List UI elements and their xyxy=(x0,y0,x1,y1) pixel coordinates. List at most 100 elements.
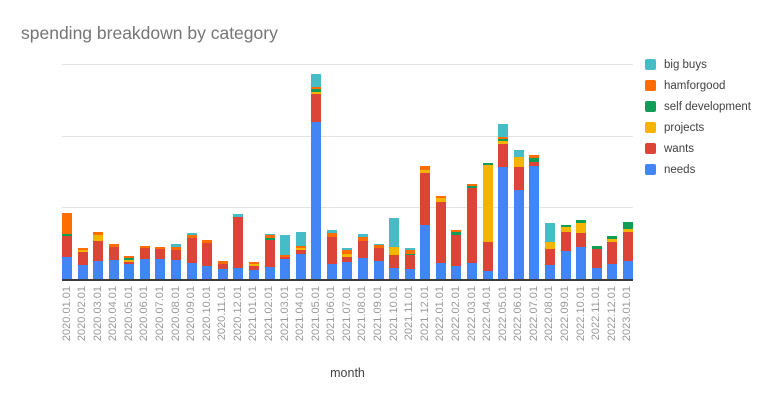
bar-segment-wants-2020.02.01[interactable] xyxy=(77,252,88,265)
bar-segment-self-development-2022.02.01[interactable] xyxy=(451,232,462,235)
bar-segment-wants-2020.11.01[interactable] xyxy=(217,264,228,269)
bar-segment-projects-2022.08.01[interactable] xyxy=(544,242,555,250)
bar-2021.04.01[interactable] xyxy=(295,232,306,280)
bar-segment-wants-2021.04.01[interactable] xyxy=(295,250,306,255)
bar-segment-needs-2021.02.01[interactable] xyxy=(264,266,275,280)
bar-2021.03.01[interactable] xyxy=(280,235,291,280)
bar-segment-hamforgood-2021.06.01[interactable] xyxy=(326,233,337,237)
bar-segment-hamforgood-2022.01.01[interactable] xyxy=(435,195,446,198)
bar-segment-projects-2022.12.01[interactable] xyxy=(607,239,618,243)
bar-segment-projects-2023.01.01[interactable] xyxy=(622,229,633,232)
bar-segment-wants-2020.07.01[interactable] xyxy=(155,249,166,260)
bar-2020.08.01[interactable] xyxy=(171,244,182,280)
bar-segment-wants-2022.05.01[interactable] xyxy=(498,143,509,167)
bar-segment-needs-2020.01.01[interactable] xyxy=(62,257,72,280)
bar-segment-self-development-2020.05.01[interactable] xyxy=(124,258,135,261)
bar-segment-projects-2021.10.01[interactable] xyxy=(389,246,400,255)
bar-segment-hamforgood-2020.07.01[interactable] xyxy=(155,247,166,250)
bar-segment-hamforgood-2020.01.01[interactable] xyxy=(62,212,72,235)
bar-segment-self-development-2021.05.01[interactable] xyxy=(311,89,322,92)
bar-2022.04.01[interactable] xyxy=(482,163,493,280)
bar-2020.07.01[interactable] xyxy=(155,247,166,280)
bar-segment-projects-2022.05.01[interactable] xyxy=(498,141,509,144)
bar-segment-hamforgood-2020.08.01[interactable] xyxy=(171,247,182,250)
bar-segment-big-buys-2022.05.01[interactable] xyxy=(498,123,509,137)
bar-segment-wants-2020.06.01[interactable] xyxy=(139,248,150,260)
bar-segment-self-development-2021.11.01[interactable] xyxy=(404,253,415,255)
bar-segment-needs-2020.04.01[interactable] xyxy=(108,259,119,280)
bar-segment-wants-2021.08.01[interactable] xyxy=(357,240,368,258)
bar-segment-wants-2021.06.01[interactable] xyxy=(326,236,337,264)
bar-segment-wants-2020.01.01[interactable] xyxy=(62,236,72,258)
bar-2020.04.01[interactable] xyxy=(108,244,119,280)
bar-segment-hamforgood-2020.04.01[interactable] xyxy=(108,244,119,248)
bar-segment-big-buys-2022.08.01[interactable] xyxy=(544,223,555,243)
bar-2020.05.01[interactable] xyxy=(124,256,135,280)
bar-segment-needs-2020.05.01[interactable] xyxy=(124,263,135,280)
bar-segment-wants-2022.01.01[interactable] xyxy=(435,201,446,264)
bar-segment-big-buys-2020.08.01[interactable] xyxy=(171,244,182,248)
bar-2021.12.01[interactable] xyxy=(420,166,431,280)
bar-2020.03.01[interactable] xyxy=(93,232,104,280)
bar-segment-needs-2022.01.01[interactable] xyxy=(435,263,446,280)
bar-segment-hamforgood-2020.02.01[interactable] xyxy=(77,247,88,250)
bar-segment-projects-2021.01.01[interactable] xyxy=(248,263,259,266)
bar-2022.03.01[interactable] xyxy=(467,184,478,280)
bar-segment-hamforgood-2020.05.01[interactable] xyxy=(124,256,135,259)
bar-segment-projects-2021.07.01[interactable] xyxy=(342,253,353,257)
bar-2021.08.01[interactable] xyxy=(357,234,368,280)
bar-2022.02.01[interactable] xyxy=(451,229,462,280)
bar-segment-wants-2020.12.01[interactable] xyxy=(233,216,244,268)
bar-segment-self-development-2022.10.01[interactable] xyxy=(576,220,587,224)
bar-segment-needs-2020.09.01[interactable] xyxy=(186,262,197,280)
bar-segment-needs-2021.07.01[interactable] xyxy=(342,261,353,280)
bar-segment-big-buys-2022.06.01[interactable] xyxy=(513,150,524,158)
bar-segment-needs-2022.06.01[interactable] xyxy=(513,189,524,280)
bar-segment-wants-2021.03.01[interactable] xyxy=(280,256,291,260)
bar-2022.08.01[interactable] xyxy=(544,223,555,280)
bar-segment-projects-2020.03.01[interactable] xyxy=(93,234,104,241)
bar-segment-hamforgood-2022.07.01[interactable] xyxy=(529,155,540,159)
bar-2022.05.01[interactable] xyxy=(498,123,509,280)
bar-2021.07.01[interactable] xyxy=(342,248,353,280)
bar-segment-needs-2020.06.01[interactable] xyxy=(139,259,150,280)
bar-segment-wants-2020.09.01[interactable] xyxy=(186,237,197,263)
bar-segment-needs-2022.02.01[interactable] xyxy=(451,266,462,280)
bar-segment-hamforgood-2021.09.01[interactable] xyxy=(373,245,384,249)
bar-segment-wants-2022.08.01[interactable] xyxy=(544,249,555,265)
bar-segment-needs-2021.06.01[interactable] xyxy=(326,263,337,280)
bar-segment-hamforgood-2020.11.01[interactable] xyxy=(217,261,228,265)
bar-2020.01.01[interactable] xyxy=(62,212,72,280)
bar-segment-needs-2022.05.01[interactable] xyxy=(498,166,509,280)
bar-segment-big-buys-2021.08.01[interactable] xyxy=(357,234,368,238)
bar-2021.02.01[interactable] xyxy=(264,233,275,280)
bar-2021.10.01[interactable] xyxy=(389,218,400,280)
bar-segment-needs-2021.05.01[interactable] xyxy=(311,121,322,280)
bar-segment-wants-2022.09.01[interactable] xyxy=(560,231,571,252)
bar-segment-hamforgood-2022.03.01[interactable] xyxy=(467,184,478,187)
bar-segment-big-buys-2020.12.01[interactable] xyxy=(233,214,244,217)
bar-segment-big-buys-2021.10.01[interactable] xyxy=(389,218,400,247)
bar-segment-self-development-2022.07.01[interactable] xyxy=(529,158,540,162)
bar-segment-projects-2022.10.01[interactable] xyxy=(576,223,587,233)
bar-segment-wants-2020.05.01[interactable] xyxy=(124,261,135,264)
bar-segment-projects-2021.05.01[interactable] xyxy=(311,91,322,94)
bar-segment-hamforgood-2021.05.01[interactable] xyxy=(311,87,322,90)
bar-2020.12.01[interactable] xyxy=(233,214,244,280)
bar-segment-needs-2020.10.01[interactable] xyxy=(202,265,213,280)
bar-segment-big-buys-2020.09.01[interactable] xyxy=(186,233,197,236)
bar-2022.01.01[interactable] xyxy=(435,195,446,280)
bar-segment-hamforgood-2021.11.01[interactable] xyxy=(404,250,415,254)
bar-segment-needs-2020.02.01[interactable] xyxy=(77,264,88,280)
bar-segment-wants-2023.01.01[interactable] xyxy=(622,231,633,261)
bar-2021.09.01[interactable] xyxy=(373,243,384,280)
bar-segment-hamforgood-2021.03.01[interactable] xyxy=(280,254,291,257)
bar-segment-hamforgood-2021.01.01[interactable] xyxy=(248,261,259,264)
bar-segment-needs-2021.09.01[interactable] xyxy=(373,260,384,280)
bar-segment-wants-2022.12.01[interactable] xyxy=(607,242,618,264)
bar-segment-wants-2022.11.01[interactable] xyxy=(591,248,602,268)
bar-segment-self-development-2022.03.01[interactable] xyxy=(467,186,478,189)
bar-segment-wants-2021.07.01[interactable] xyxy=(342,256,353,262)
bar-segment-needs-2022.04.01[interactable] xyxy=(482,270,493,280)
bar-segment-big-buys-2021.11.01[interactable] xyxy=(404,247,415,251)
